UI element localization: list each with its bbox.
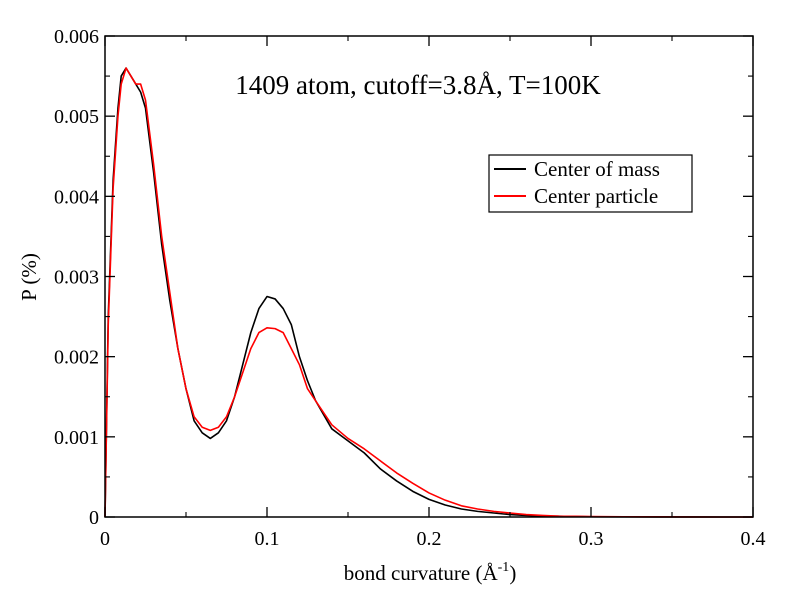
series-line-center-particle	[104, 67, 753, 518]
legend-label-center-of-mass: Center of mass	[534, 157, 660, 181]
tick-layer: 0 0.1 0.2 0.3 0.4 0 0.001 0.002 0.003 0.004 0.005 0…	[54, 26, 766, 550]
y-axis-label: P (%)	[17, 253, 41, 301]
x-axis-label-suffix: )	[509, 561, 516, 585]
series-layer	[104, 67, 753, 518]
x-tick-label: 0.3	[579, 528, 604, 550]
legend-label-center-particle: Center particle	[534, 184, 658, 208]
x-tick-label: 0.1	[255, 528, 280, 550]
y-tick-label: 0.001	[54, 427, 99, 449]
y-tick-label: 0.004	[54, 186, 99, 208]
y-tick-label: 0	[89, 507, 99, 529]
x-axis-label: bond curvature (Å-1)	[344, 560, 517, 585]
y-tick-label: 0.006	[54, 26, 99, 48]
x-tick-label: 0.2	[417, 528, 442, 550]
x-tick-label: 0	[100, 528, 110, 550]
chart-title: 1409 atom, cutoff=3.8Å, T=100K	[235, 70, 601, 100]
legend: Center of mass Center particle	[488, 154, 693, 213]
y-tick-label: 0.005	[54, 106, 99, 128]
x-axis-label-main: bond curvature (Å	[344, 561, 499, 585]
x-tick-label: 0.4	[741, 528, 766, 550]
y-tick-label: 0.003	[54, 267, 99, 289]
y-tick-label: 0.002	[54, 347, 99, 369]
legend-box	[488, 154, 693, 213]
x-axis-label-superscript: -1	[498, 560, 510, 575]
